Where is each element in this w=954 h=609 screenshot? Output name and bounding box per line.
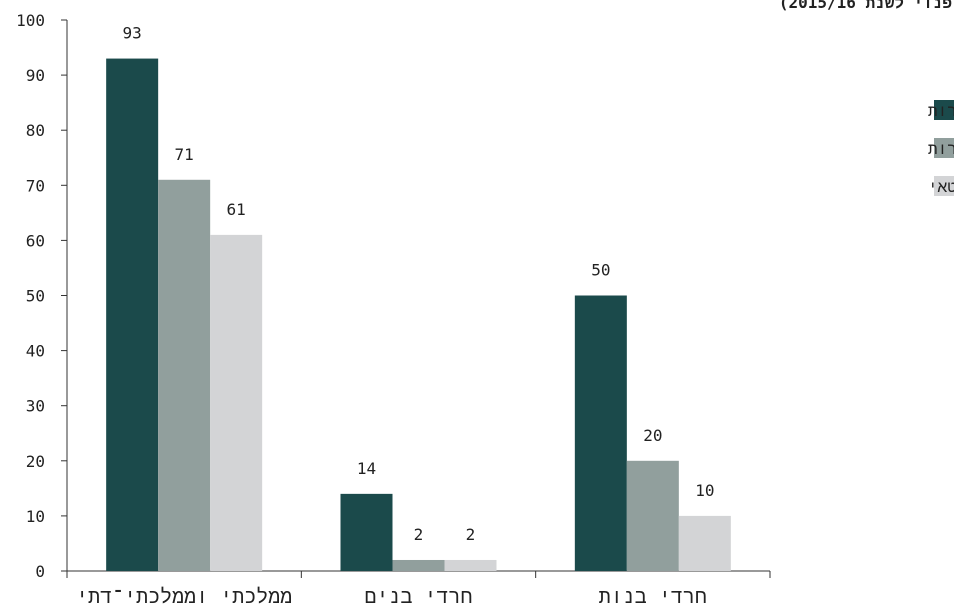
y-tick-label: 80 [26,121,45,140]
legend: ניגשים לבחינת בגרות זכאים לתעודת בגרות בגר… [928,100,954,196]
bar [626,460,679,571]
bar [392,559,445,571]
axes: 0 10 20 30 40 50 60 70 80 90 100 ממלכתי וממלכתי־דתי… [16,11,771,608]
bar-value-label: 2 [466,525,476,544]
legend-label: בגרות סף אוניברסיטאי [928,177,954,196]
bar [574,295,627,571]
legend-swatch [934,100,954,120]
bar [678,515,731,571]
y-tick-label: 0 [35,562,45,581]
legend-label: זכאים לתעודת בגרות [928,139,954,158]
bar-value-label: 61 [227,200,246,219]
data-labels-group: 93 71 61 14 2 2 50 20 10 [123,24,715,544]
legend-swatch [934,138,954,158]
bar-value-label: 71 [175,145,194,164]
x-category-label: חרדי בנות [599,584,707,608]
bars-group [106,58,731,572]
bar [340,493,393,571]
bar [158,179,211,572]
y-tick-label: 30 [26,397,45,416]
bar [210,234,263,571]
y-tick-label: 50 [26,287,45,306]
y-tick-label: 60 [26,231,45,250]
y-tick-label: 100 [16,11,45,30]
x-category-label: חרדי בנים [364,584,472,608]
bar [444,559,497,571]
y-tick-label: 20 [26,452,45,471]
bar-value-label: 14 [357,459,376,478]
legend-label: ניגשים לבחינת בגרות [928,101,954,120]
bar-value-label: 20 [643,426,662,445]
y-tick-label: 10 [26,507,45,526]
bar-value-label: 93 [123,24,142,43]
bar-value-label: 50 [591,261,610,280]
y-tick-label: 70 [26,176,45,195]
bar [106,58,159,571]
x-category-label: ממלכתי וממלכתי־דתי [76,584,292,608]
y-tick-label: 40 [26,342,45,361]
chart-top-title-fragment: (2015/16 פנוי לשנת [779,0,952,12]
legend-swatch [934,176,954,196]
bar-value-label: 2 [414,525,424,544]
bar-value-label: 10 [695,481,714,500]
y-tick-label: 90 [26,66,45,85]
